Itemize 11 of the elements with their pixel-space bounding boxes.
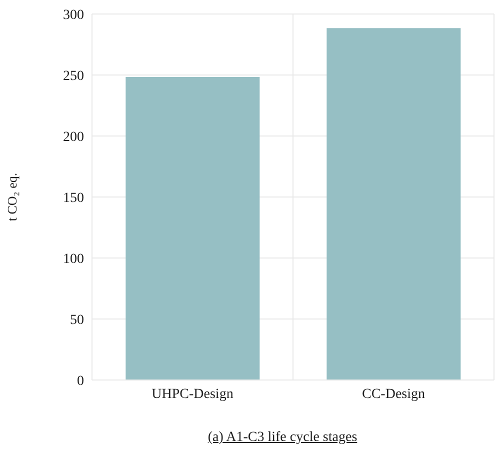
text: (a) A1-C3 life cycle stages (206, 430, 358, 446)
y-tick-label: 250 (63, 68, 84, 84)
y-tick-label: 200 (63, 130, 84, 145)
y-tick-label: 100 (63, 252, 84, 267)
y-axis-title: t CO₂ eq. (4, 172, 20, 222)
y-tick-label: 50 (70, 312, 84, 328)
x-tick-label: UHPC-Design (152, 386, 234, 402)
y-tick-label: 150 (63, 190, 84, 206)
x-tick-label: CC-Design (362, 386, 425, 402)
y-tick-label: 0 (77, 374, 84, 389)
y-tick-label: 300 (63, 8, 84, 23)
